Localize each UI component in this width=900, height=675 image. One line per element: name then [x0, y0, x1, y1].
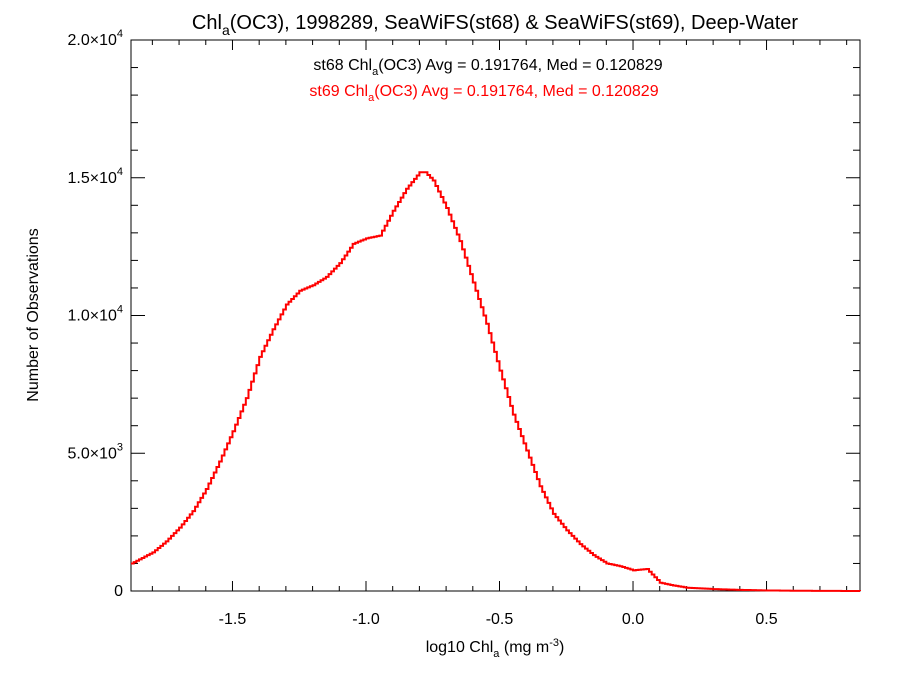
st68-var: Chl	[348, 57, 372, 74]
y-axis-label: Number of Observations	[25, 228, 42, 401]
x-axis-label-prefix: log10 Chl	[426, 639, 494, 656]
x-axis-label-suffix: )	[559, 639, 564, 656]
histogram-line-series-0	[131, 171, 861, 592]
chart-title-subscript: a	[222, 22, 230, 38]
st69-var: Chl	[344, 83, 368, 100]
x-tick-label: -1.0	[352, 611, 380, 628]
chart-title: Chla(OC3), 1998289, SeaWiFS(st68) & SeaW…	[192, 12, 798, 38]
y-tick-label: 0	[114, 583, 123, 600]
x-axis-label-sup: -3	[549, 637, 559, 649]
x-axis-label-mid: (mg m	[499, 639, 549, 656]
plot-frame	[130, 39, 861, 592]
x-axis-label: log10 Chla (mg m-3)	[426, 637, 565, 660]
axis-tick-labels: -1.5 -1.0 -0.5 0.0 0.5 0 5.0×103 1.0×104 1.5×104…	[67, 28, 777, 628]
x-tick-label: -0.5	[486, 611, 514, 628]
st68-station: st68	[313, 57, 348, 74]
y-tick-label: 1.5×104	[67, 166, 123, 187]
x-tick-label: 0.0	[622, 611, 644, 628]
y-tick-label: 5.0×103	[67, 441, 123, 462]
y-tick-label: 2.0×104	[67, 28, 123, 49]
st68-annotation: st68 Chla(OC3) Avg = 0.191764, Med = 0.1…	[313, 57, 662, 78]
x-axis-label-sub: a	[493, 648, 500, 660]
st69-annotation: st69 Chla(OC3) Avg = 0.191764, Med = 0.1…	[309, 83, 658, 104]
x-tick-label: 0.5	[755, 611, 777, 628]
chart-title-prefix: Chl	[192, 12, 222, 34]
st68-sub: a	[372, 66, 379, 78]
st69-sub: a	[368, 92, 375, 104]
chart-title-suffix: (OC3), 1998289, SeaWiFS(st68) & SeaWiFS(…	[230, 12, 799, 34]
st69-station: st69	[309, 83, 344, 100]
axis-ticks	[131, 39, 860, 592]
y-tick-label: 1.0×104	[67, 304, 123, 325]
series-layer	[131, 171, 861, 592]
st69-rest: (OC3) Avg = 0.191764, Med = 0.120829	[374, 83, 658, 100]
st68-rest: (OC3) Avg = 0.191764, Med = 0.120829	[378, 57, 662, 74]
x-tick-label: -1.5	[219, 611, 247, 628]
